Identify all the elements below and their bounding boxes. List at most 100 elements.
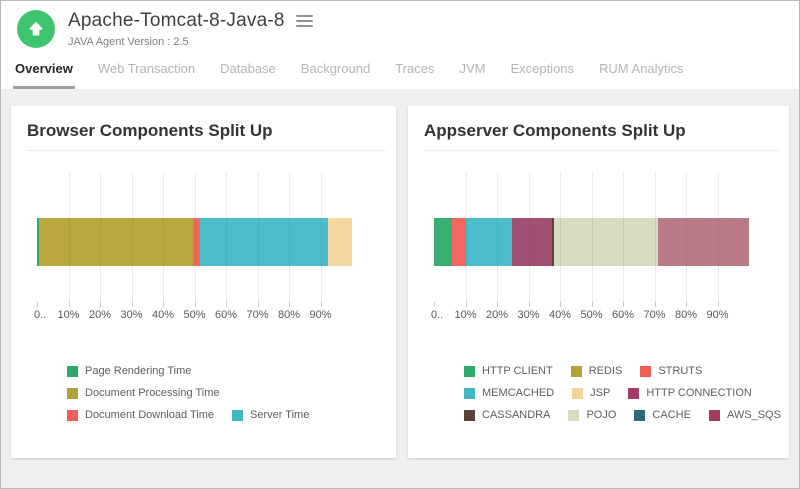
legend-label: POJO <box>586 409 617 421</box>
legend-swatch <box>464 387 475 399</box>
legend-item-cache[interactable]: CACHE <box>634 409 691 421</box>
bar-segment-aws-sqs[interactable] <box>657 218 749 266</box>
gridline <box>528 172 530 302</box>
chart-title: Browser Components Split Up <box>27 121 273 140</box>
legend-label: JSP <box>590 387 611 399</box>
title-block: Apache-Tomcat-8-Java-8 JAVA Agent Versio… <box>68 10 313 48</box>
tick-mark <box>465 302 467 307</box>
divider <box>27 150 386 151</box>
tick-mark <box>497 302 498 307</box>
gridline <box>100 172 101 302</box>
gridline <box>560 172 561 302</box>
header: Apache-Tomcat-8-Java-8 JAVA Agent Versio… <box>1 1 799 55</box>
tick-mark <box>528 302 530 307</box>
tab-web-transaction[interactable]: Web Transaction <box>97 61 196 76</box>
tab-rum-analytics[interactable]: RUM Analytics <box>599 61 684 76</box>
legend-item-jsp[interactable]: JSP <box>572 387 610 399</box>
tab-database[interactable]: Database <box>220 61 276 76</box>
axis-tick-label: 90% <box>309 309 332 321</box>
legend-label: CASSANDRA <box>482 409 551 421</box>
bar-segment-unlabeled[interactable] <box>327 218 352 266</box>
tick-mark <box>434 302 435 307</box>
tick-mark <box>163 302 164 307</box>
upload-arrow-icon <box>17 10 55 48</box>
legend-item-document-processing-time[interactable]: Document Processing Time <box>67 387 220 399</box>
axis-tick-label: 80% <box>674 309 698 321</box>
legend-label: Document Download Time <box>85 409 215 421</box>
plot-area <box>37 172 352 302</box>
legend-swatch <box>464 365 475 377</box>
legend-swatch <box>640 365 652 377</box>
legend-item-memcached[interactable]: MEMCACHED <box>464 387 554 399</box>
legend-item-http-client[interactable]: HTTP CLIENT <box>464 365 553 377</box>
agent-version-label: JAVA Agent Version : 2.5 <box>68 36 189 48</box>
legend-swatch <box>464 409 475 421</box>
gridline <box>686 172 687 302</box>
bar-segment-page-rendering-time[interactable] <box>37 218 39 266</box>
axis-tick-label: 30% <box>120 309 143 321</box>
axis-tick-label: 20% <box>485 309 509 321</box>
bar-segment-http-connection[interactable] <box>511 218 553 266</box>
axis-tick-label: 0.. <box>34 309 47 321</box>
legend-swatch <box>570 365 582 377</box>
legend-item-http-connection[interactable]: HTTP CONNECTION <box>628 387 752 399</box>
legend-item-cassandra[interactable]: CASSANDRA <box>464 409 550 421</box>
bar-segment-cassandra[interactable] <box>552 218 555 266</box>
legend-swatch <box>568 409 580 421</box>
legend-item-pojo[interactable]: POJO <box>568 409 616 421</box>
tab-overview[interactable]: Overview <box>13 53 75 89</box>
bar-segment-http-client[interactable] <box>434 218 452 266</box>
gridline <box>131 172 133 302</box>
legend-item-struts[interactable]: STRUTS <box>640 365 702 377</box>
tick-mark <box>194 302 196 307</box>
tick-mark <box>100 302 101 307</box>
tab-exceptions[interactable]: Exceptions <box>510 61 575 76</box>
legend-label: AWS_SQS <box>726 409 781 421</box>
tab-traces[interactable]: Traces <box>395 61 435 76</box>
gridline <box>591 172 593 302</box>
legend-item-aws-sqs[interactable]: AWS_SQS <box>708 409 781 421</box>
tab-jvm[interactable]: JVM <box>459 61 486 76</box>
gridline <box>257 172 259 302</box>
gridline <box>465 172 467 302</box>
gridline <box>289 172 290 302</box>
gridline <box>320 172 322 302</box>
bar-segment-pojo[interactable] <box>554 218 658 266</box>
legend-label: HTTP CONNECTION <box>646 387 752 399</box>
chart-title: Appserver Components Split Up <box>424 121 686 140</box>
bar-segment-document-download-time[interactable] <box>192 218 200 266</box>
x-axis: 0.. 10% 20% 30% 40% 50% 60% 70% 80% 90% <box>34 302 352 324</box>
legend-swatch <box>67 409 78 421</box>
legend-item-redis[interactable]: REDIS <box>570 365 622 377</box>
tick-mark <box>717 302 719 307</box>
tick-mark <box>131 302 133 307</box>
legend-item-document-download-time[interactable]: Document Download Time <box>67 409 214 421</box>
content-area: Browser Components Split Up 0.. 10% 20% 30%… <box>1 89 799 488</box>
axis-tick-label: 20% <box>88 309 112 321</box>
tick-mark <box>623 302 624 307</box>
tick-mark <box>68 302 70 307</box>
axis-tick-label: 70% <box>643 309 666 321</box>
bar-segment-struts[interactable] <box>451 218 466 266</box>
axis-tick-label: 70% <box>246 309 269 321</box>
tab-background[interactable]: Background <box>300 61 371 76</box>
plot-area <box>434 172 749 302</box>
bar-segment-server-time[interactable] <box>199 218 328 266</box>
bar-segment-memcached[interactable] <box>465 218 512 266</box>
legend-item-server-time[interactable]: Server Time <box>232 409 309 421</box>
legend-item-page-rendering-time[interactable]: Page Rendering Time <box>67 365 191 377</box>
gridline <box>717 172 719 302</box>
axis-tick-label: 40% <box>548 309 572 321</box>
axis-tick-label: 50% <box>183 309 206 321</box>
tab-bar: Overview Web Transaction Database Backgroun… <box>1 55 799 89</box>
legend-swatch <box>232 409 244 421</box>
axis-tick-label: 10% <box>454 309 477 321</box>
legend-label: STRUTS <box>658 365 703 377</box>
hamburger-icon[interactable] <box>295 12 313 30</box>
tick-mark <box>289 302 290 307</box>
tick-mark <box>226 302 227 307</box>
gridline <box>654 172 656 302</box>
stacked-bar <box>37 218 352 266</box>
legend-label: Server Time <box>250 409 310 421</box>
bar-segment-document-processing-time[interactable] <box>38 218 193 266</box>
